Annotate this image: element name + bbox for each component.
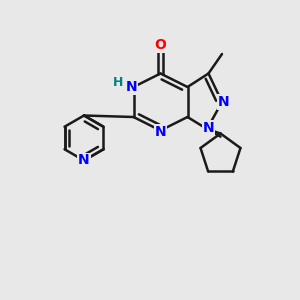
Text: N: N: [125, 80, 137, 94]
Text: N: N: [218, 95, 229, 109]
Text: N: N: [78, 154, 90, 167]
Text: N: N: [155, 125, 166, 139]
Text: O: O: [154, 38, 166, 52]
Text: H: H: [113, 76, 123, 89]
Text: N: N: [203, 121, 214, 134]
